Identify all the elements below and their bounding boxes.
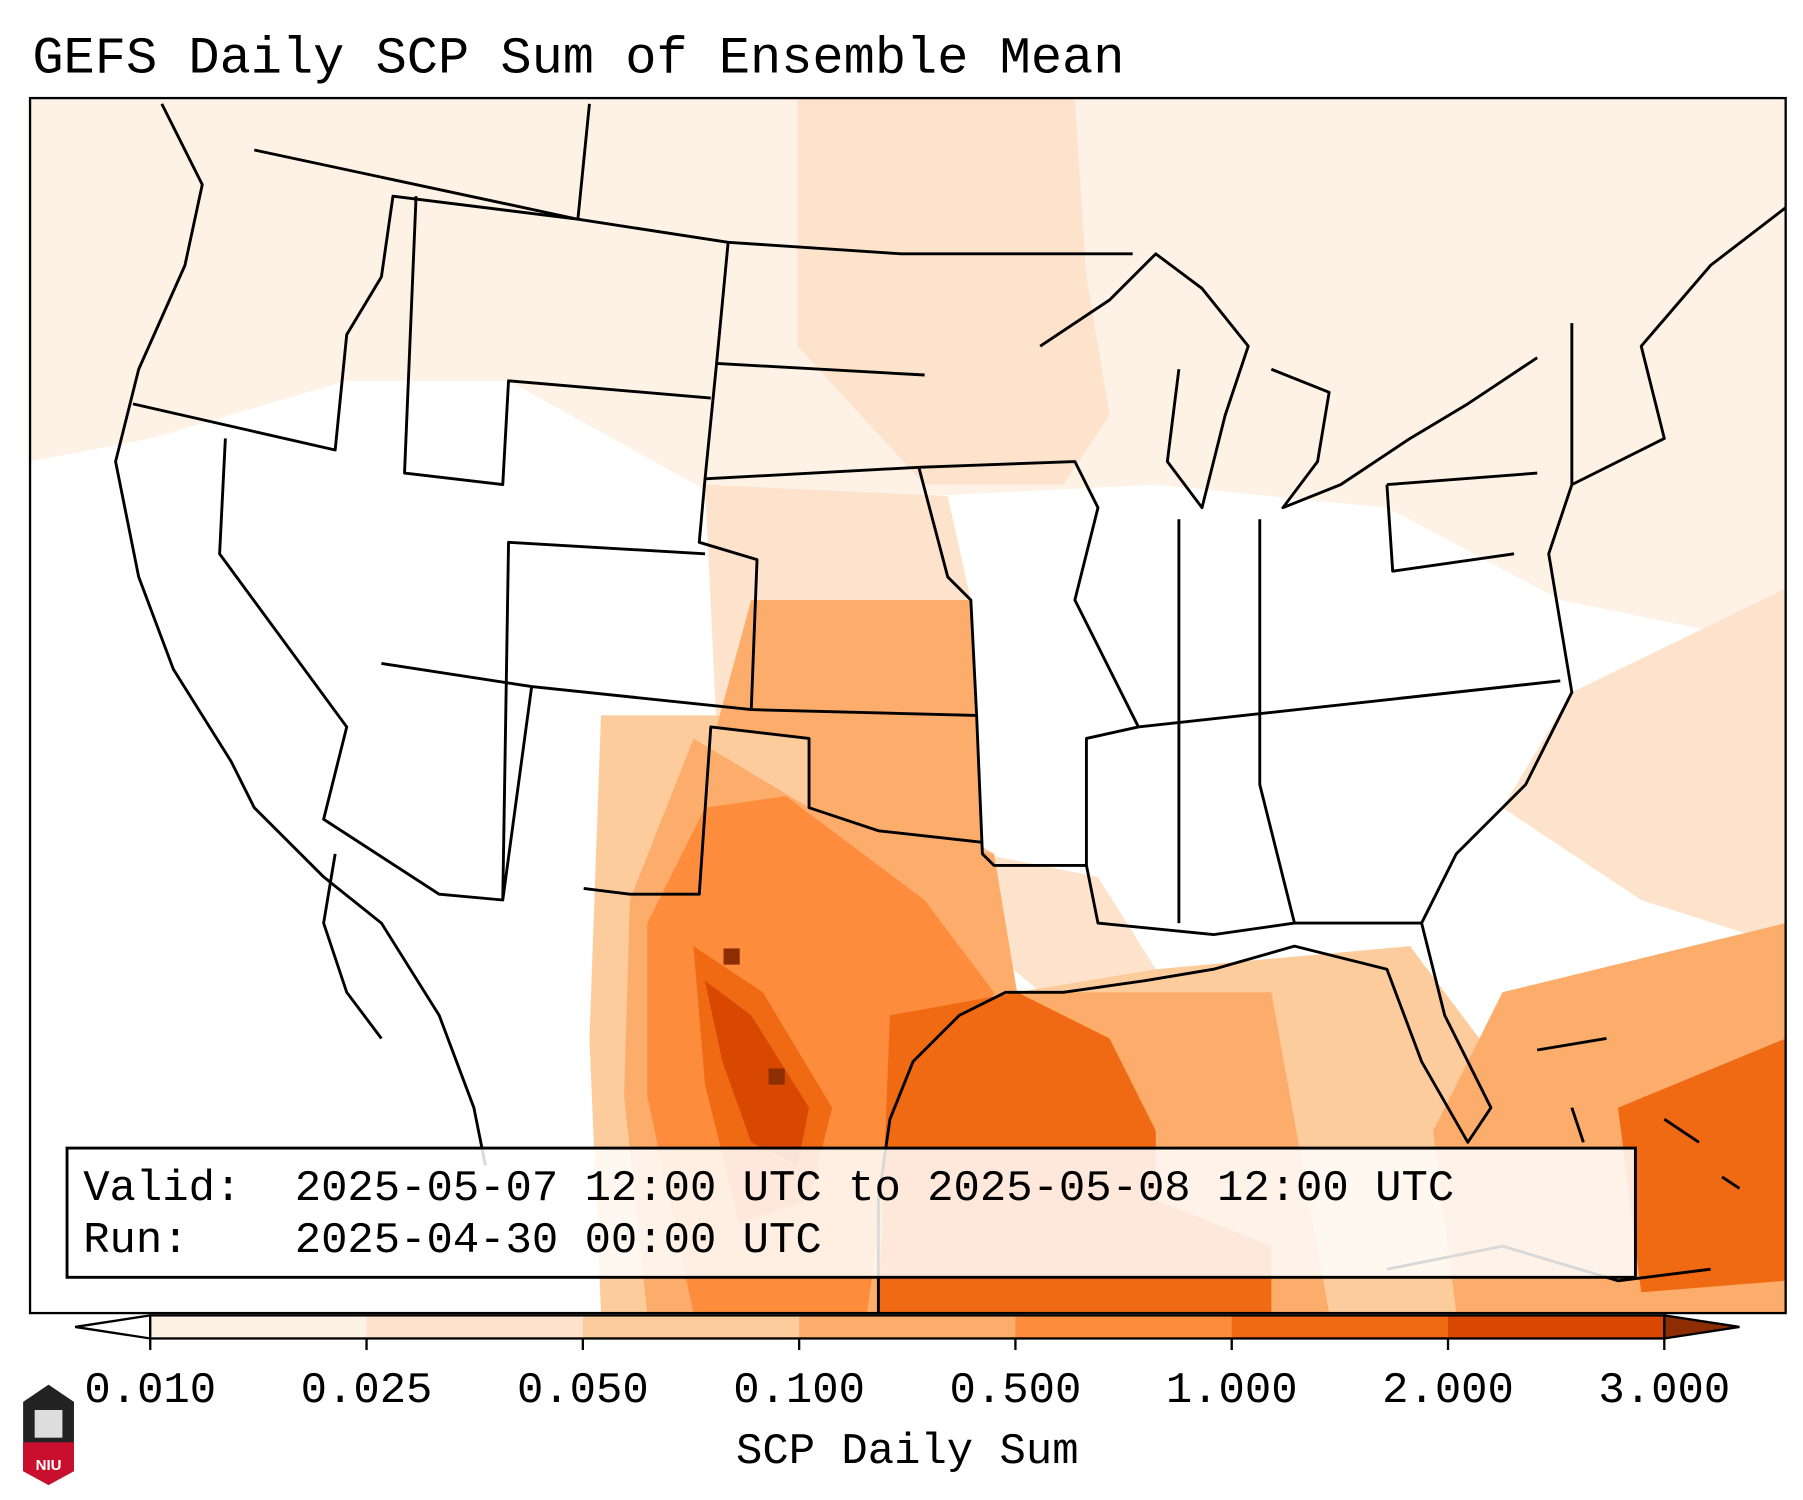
shade-max-cell <box>723 948 740 965</box>
colorbar-bin-0 <box>150 1315 368 1339</box>
colorbar-bin-4 <box>1015 1315 1233 1339</box>
colorbar-bin-6 <box>1448 1315 1665 1339</box>
colorbar-under-extension <box>74 1314 152 1340</box>
shade-max-cell <box>768 1068 785 1085</box>
colorbar-bin-2 <box>582 1315 800 1339</box>
boundaries <box>114 103 1786 1314</box>
colorbar-label: SCP Daily Sum <box>736 1427 1079 1477</box>
run-label: Run: <box>83 1216 188 1266</box>
colorbar-bin-1 <box>366 1315 584 1339</box>
run-value: 2025-04-30 00:00 UTC <box>295 1216 822 1266</box>
shade-region-12 <box>705 980 810 1166</box>
caribbean-islands <box>1386 1037 1741 1283</box>
colorbar-tick-label: 2.000 <box>1382 1366 1514 1416</box>
colorbar-tick-label: 0.025 <box>301 1366 433 1416</box>
colorbar-tick-label: 3.000 <box>1598 1366 1730 1416</box>
great-lakes <box>1039 252 1538 510</box>
colorbar-bin-3 <box>799 1315 1017 1339</box>
chart-title: GEFS Daily SCP Sum of Ensemble Mean <box>32 30 1124 89</box>
colorbar-tick-label: 0.500 <box>950 1366 1082 1416</box>
colorbar-over-extension <box>1663 1314 1740 1340</box>
map-area <box>30 98 1786 1314</box>
shade-region-2 <box>1502 588 1786 947</box>
shade-region-1 <box>797 98 1110 485</box>
shade-region-10 <box>1618 1038 1786 1293</box>
state-borders <box>132 103 1574 937</box>
colorbar-tick-label: 1.000 <box>1166 1366 1298 1416</box>
colorbar-tick-label: 0.100 <box>733 1366 865 1416</box>
info-box: Valid: 2025-05-07 12:00 UTC to 2025-05-0… <box>65 1146 1637 1279</box>
shade-region-5 <box>716 600 983 854</box>
colorbar: 0.010 0.025 0.050 0.100 0.500 1.000 2.000 3.000 <box>74 1314 1740 1416</box>
valid-label: Valid: <box>83 1164 241 1214</box>
logo-text: NIU <box>36 1457 62 1474</box>
colorbar-bin-5 <box>1231 1315 1449 1339</box>
colorbar-outline <box>149 1314 1666 1340</box>
map-frame <box>28 96 1787 1315</box>
colorbar-tick-label: 0.010 <box>84 1366 216 1416</box>
colorbar-tick-label: 0.050 <box>517 1366 649 1416</box>
valid-value: 2025-05-07 12:00 UTC to 2025-05-08 12:00… <box>295 1164 1454 1214</box>
niu-logo: NIU <box>23 1384 74 1485</box>
